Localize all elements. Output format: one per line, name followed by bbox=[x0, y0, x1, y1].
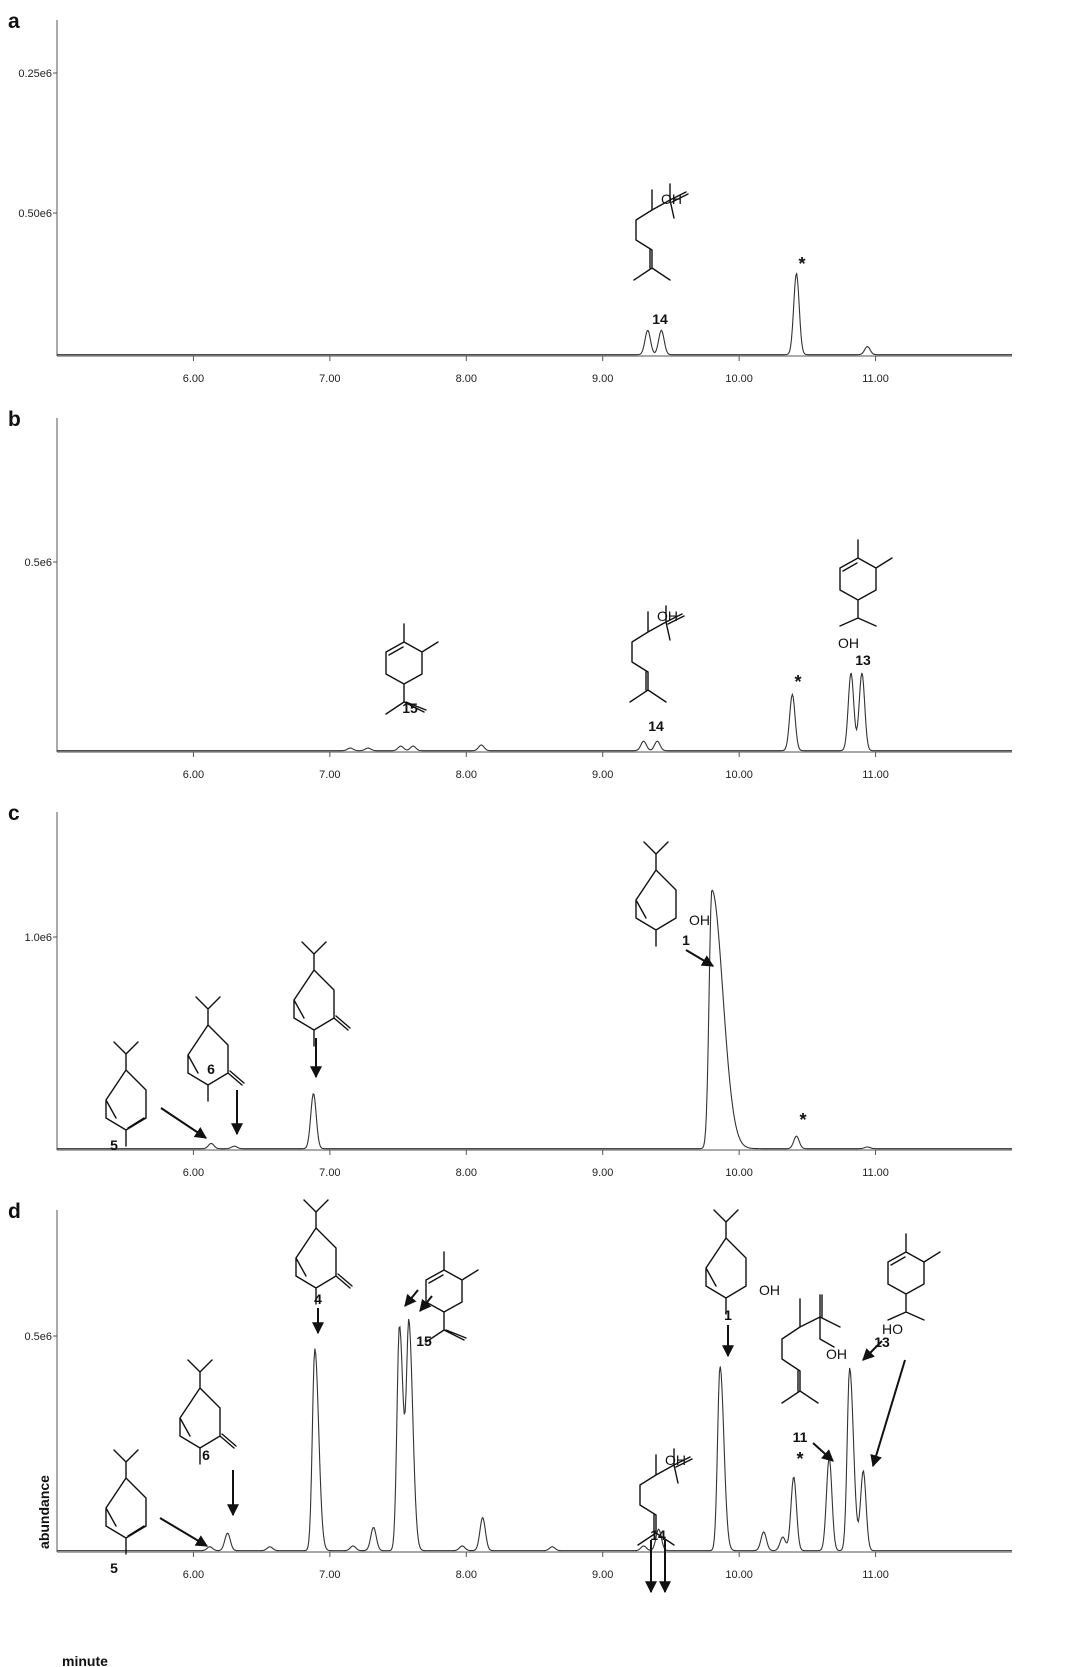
structure-text: OH bbox=[657, 608, 678, 624]
structure-text: OH bbox=[759, 1282, 780, 1298]
x-tick-label: 8.00 bbox=[456, 1167, 477, 1179]
structure-1 bbox=[705, 1209, 747, 1315]
x-tick-label: 10.00 bbox=[725, 1167, 753, 1179]
x-tick-label: 9.00 bbox=[592, 373, 613, 385]
compound-label-1: 1 bbox=[682, 932, 690, 948]
structure-13 bbox=[839, 539, 893, 627]
x-tick-label: 9.00 bbox=[592, 1167, 613, 1179]
compound-label-5: 5 bbox=[110, 1560, 118, 1576]
x-tick-label: 8.00 bbox=[456, 373, 477, 385]
arrow bbox=[685, 949, 715, 967]
y-tick-label: 0.25e6 bbox=[18, 68, 52, 80]
panel-label: c bbox=[8, 802, 20, 825]
x-tick-label: 10.00 bbox=[725, 373, 753, 385]
arrow bbox=[160, 1107, 207, 1139]
compound-label-11: 11 bbox=[793, 1429, 808, 1445]
structure-6 bbox=[179, 1359, 237, 1465]
x-tick-label: 6.00 bbox=[183, 373, 204, 385]
arrow bbox=[419, 1295, 433, 1312]
x-tick-label: 7.00 bbox=[319, 373, 340, 385]
structure-14 bbox=[637, 1448, 693, 1546]
structure-5 bbox=[105, 1041, 147, 1147]
structure-14 bbox=[633, 183, 689, 281]
structure-11 bbox=[781, 1294, 841, 1404]
compound-label-15: 15 bbox=[416, 1333, 432, 1349]
panel-a: a 6.00 7.00 8.00 9.00 10.00 11.00 0.25e6 0.50e6 bbox=[8, 10, 1012, 385]
compound-label-14: 14 bbox=[652, 311, 668, 327]
panel-c: c 6.00 7.00 8.00 9.00 10.00 11.00 1.0e6 bbox=[8, 802, 1012, 1179]
arrow bbox=[404, 1289, 419, 1307]
y-tick-label: 0.5e6 bbox=[24, 557, 52, 569]
chromatogram-trace bbox=[57, 889, 1012, 1150]
structure-5 bbox=[105, 1449, 147, 1555]
panel-b: b 6.00 7.00 8.00 9.00 10.00 11.00 0.5e6 bbox=[8, 408, 1012, 781]
x-tick-label: 11.00 bbox=[862, 1167, 889, 1179]
structure-text: OH bbox=[838, 635, 859, 651]
panel-label: d bbox=[8, 1200, 21, 1223]
y-tick-label: 0.50e6 bbox=[18, 208, 52, 220]
x-tick-label: 9.00 bbox=[592, 769, 613, 781]
compound-label-15: 15 bbox=[402, 700, 418, 716]
x-tick-label: 7.00 bbox=[319, 1569, 340, 1581]
panel-d: d 6.00 7.00 8.00 9.00 10.00 11.00 0.5e6 bbox=[8, 1200, 1012, 1581]
y-axis-title: abundance bbox=[36, 1475, 52, 1549]
compound-label-13: 13 bbox=[855, 652, 871, 668]
arrow bbox=[870, 1359, 906, 1468]
x-tick-label: 6.00 bbox=[183, 1569, 204, 1581]
x-tick-label: 9.00 bbox=[592, 1569, 613, 1581]
arrow bbox=[862, 1340, 883, 1361]
x-tick-label: 11.00 bbox=[862, 1569, 889, 1581]
x-tick-label: 6.00 bbox=[183, 1167, 204, 1179]
y-tick-label: 0.5e6 bbox=[24, 1331, 52, 1343]
arrow bbox=[159, 1517, 209, 1547]
structure-4 bbox=[293, 941, 351, 1047]
compound-label-6: 6 bbox=[202, 1447, 210, 1463]
structure-6 bbox=[187, 996, 245, 1102]
structure-14 bbox=[629, 605, 685, 703]
structure-15 bbox=[385, 623, 439, 715]
annotations: *14OH1514OH*13OH56OH1*56415OH14OH1OH11*H… bbox=[36, 183, 941, 1667]
x-tick-label: 8.00 bbox=[456, 769, 477, 781]
compound-label-6: 6 bbox=[207, 1061, 215, 1077]
compound-label-5: 5 bbox=[110, 1137, 118, 1153]
internal-standard-marker: * bbox=[798, 254, 805, 274]
x-axis-title: minute bbox=[62, 1653, 108, 1667]
x-tick-label: 6.00 bbox=[183, 769, 204, 781]
structure-13 bbox=[887, 1233, 941, 1321]
structure-4 bbox=[295, 1199, 353, 1305]
panel-label: a bbox=[8, 10, 20, 33]
panel-label: b bbox=[8, 408, 21, 431]
chromatogram-trace bbox=[57, 672, 1012, 752]
structure-15 bbox=[425, 1251, 479, 1343]
structure-1 bbox=[635, 841, 677, 947]
chromatogram-trace bbox=[57, 1318, 1012, 1552]
structure-text: HO bbox=[882, 1321, 903, 1337]
structure-text: OH bbox=[826, 1346, 847, 1362]
compound-label-4: 4 bbox=[314, 1291, 322, 1307]
x-tick-label: 8.00 bbox=[456, 1569, 477, 1581]
internal-standard-marker: * bbox=[799, 1110, 806, 1130]
structure-text: OH bbox=[661, 191, 682, 207]
compound-label-14: 14 bbox=[648, 718, 664, 734]
structure-text: OH bbox=[689, 912, 710, 928]
x-tick-label: 11.00 bbox=[862, 769, 889, 781]
compound-label-1: 1 bbox=[724, 1307, 732, 1323]
internal-standard-marker: * bbox=[796, 1449, 803, 1469]
x-tick-label: 11.00 bbox=[862, 373, 889, 385]
chromatogram-trace bbox=[57, 271, 1012, 356]
x-tick-label: 10.00 bbox=[725, 769, 753, 781]
x-tick-label: 10.00 bbox=[725, 1569, 753, 1581]
structure-text: OH bbox=[665, 1452, 686, 1468]
x-tick-label: 7.00 bbox=[319, 1167, 340, 1179]
y-tick-label: 1.0e6 bbox=[24, 932, 52, 944]
arrow bbox=[812, 1442, 834, 1462]
x-tick-label: 7.00 bbox=[319, 769, 340, 781]
compound-label-14: 14 bbox=[650, 1527, 666, 1543]
internal-standard-marker: * bbox=[794, 672, 801, 692]
